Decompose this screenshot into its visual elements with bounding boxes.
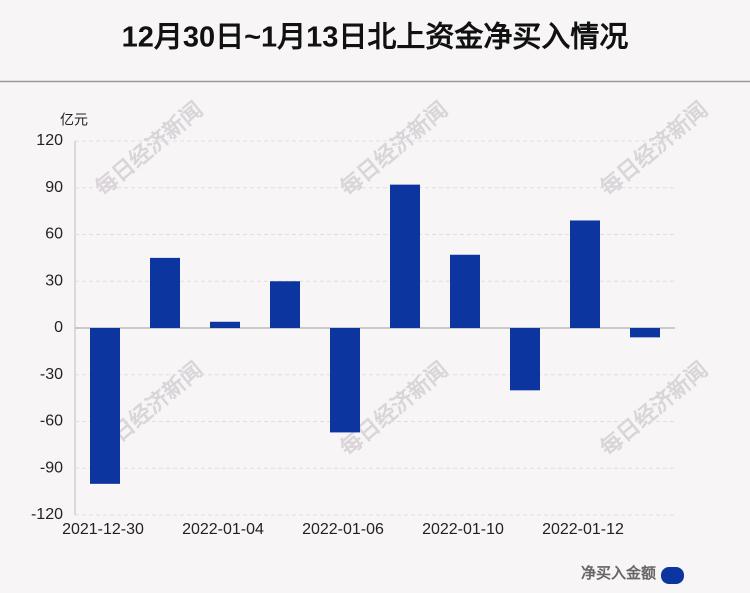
legend-label: 净买入金额 (581, 564, 656, 582)
x-tick-label: 2022-01-10 (422, 521, 504, 538)
y-tick-label: 30 (45, 272, 63, 289)
bar (630, 328, 660, 338)
bar (390, 184, 420, 328)
y-tick-label: -30 (40, 366, 63, 383)
y-unit: 亿元 (60, 112, 88, 128)
plot: -120 -90 -60 -30 0 30 60 90 120 2021-12-30 2022-01… (31, 132, 675, 538)
x-tick-label: 2021-12-30 (62, 521, 144, 538)
y-tick-label: 0 (54, 319, 63, 336)
bar (570, 220, 600, 328)
y-tick-label: -90 (40, 459, 63, 476)
x-tick-label: 2022-01-06 (302, 521, 384, 538)
legend-swatch (661, 567, 684, 584)
x-tick-label: 2022-01-04 (182, 521, 264, 538)
y-tick-label: 120 (36, 132, 63, 149)
bar (510, 328, 540, 391)
bar (330, 328, 360, 433)
bar (90, 328, 120, 484)
bar (150, 257, 180, 328)
y-tick-label: -120 (31, 506, 63, 523)
bar (210, 321, 240, 328)
y-tick-label: 90 (45, 179, 63, 196)
y-tick-label: -60 (40, 413, 63, 430)
bar (450, 254, 480, 328)
chart-title: 12月30日~1月13日北上资金净买入情况 (122, 20, 629, 54)
y-tick-label: 60 (45, 226, 63, 243)
bar (270, 281, 300, 328)
x-tick-label: 2022-01-12 (542, 521, 624, 538)
